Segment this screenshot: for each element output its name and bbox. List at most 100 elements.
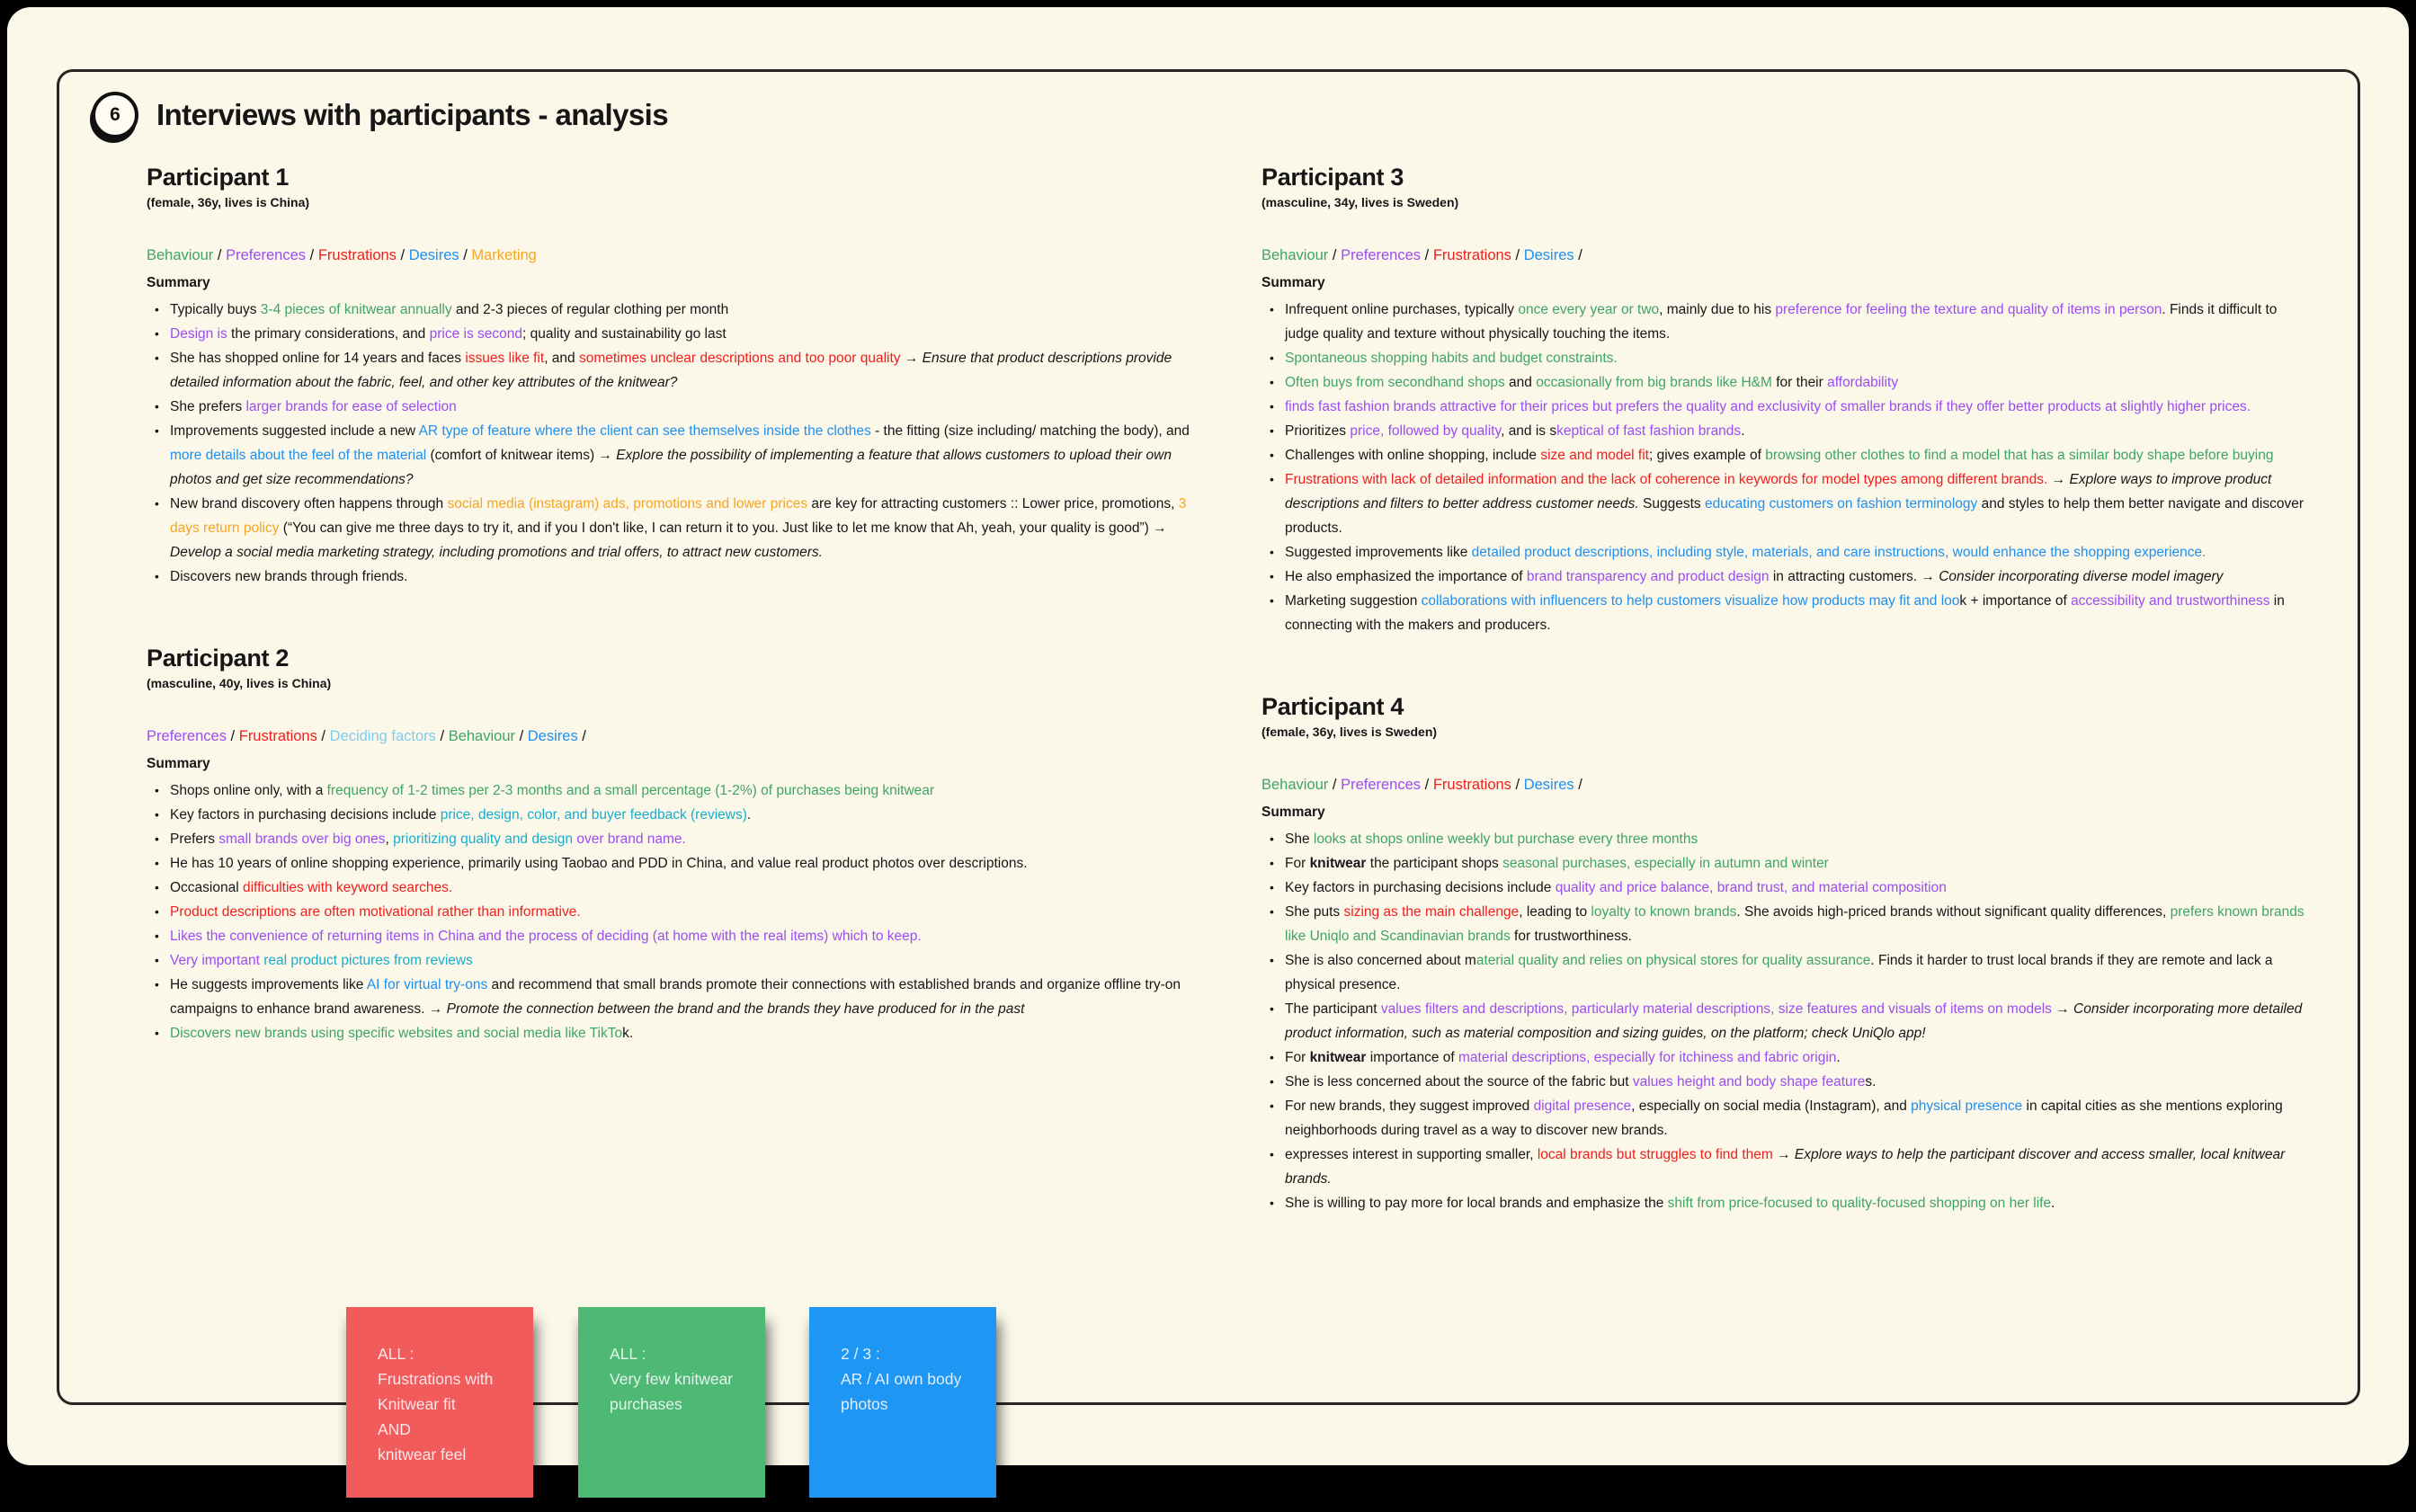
- text-segment: , and: [544, 350, 579, 366]
- text-segment: For: [1285, 1049, 1310, 1065]
- text-segment: Improvements suggested include a new: [170, 422, 419, 439]
- text-segment: keptical of fast fashion brands: [1556, 422, 1742, 439]
- sticky-note-line: ALL :: [610, 1345, 646, 1363]
- participants-columns: Participant 1 (female, 36y, lives is Chin…: [59, 144, 2358, 1215]
- text-segment: 3-4 pieces of knitwear annually: [260, 301, 452, 317]
- text-segment: detailed product descriptions, including…: [1471, 544, 2206, 560]
- sticky-note[interactable]: ALL : Frustrations with Knitwear fit AND kni…: [346, 1307, 533, 1498]
- text-segment: Prioritizes: [1285, 422, 1351, 439]
- sticky-note-line: ALL :: [378, 1345, 415, 1363]
- text-segment: brand transparency and product design: [1526, 568, 1770, 584]
- analysis-frame: 6 Interviews with participants - analysi…: [57, 69, 2360, 1405]
- board-canvas: 6 Interviews with participants - analysi…: [7, 7, 2409, 1465]
- text-segment: Likes the convenience of returning items…: [170, 928, 922, 944]
- text-segment: Frustrations with lack of detailed infor…: [1285, 471, 2048, 487]
- category-legend: Preferences / Frustrations / Deciding fa…: [147, 728, 1206, 746]
- text-segment: . Finds it harder to trust local brands …: [1285, 952, 2273, 992]
- text-segment: She is less concerned about the source o…: [1285, 1073, 1633, 1090]
- text-segment: prioritizing quality and design: [393, 831, 577, 847]
- bullet-item: expresses interest in supporting smaller…: [1270, 1143, 2305, 1191]
- text-segment: the participant shops: [1366, 855, 1503, 871]
- bullet-item: Frustrations with lack of detailed infor…: [1270, 467, 2305, 540]
- text-segment: , and is s: [1501, 422, 1557, 439]
- text-segment: /: [577, 727, 586, 744]
- text-segment: →: [2051, 1001, 2074, 1017]
- text-segment: She is also concerned about m: [1285, 952, 1476, 968]
- text-segment: .: [1836, 1049, 1841, 1065]
- bullet-item: Likes the convenience of returning items…: [155, 924, 1206, 948]
- text-segment: Explore the possibility of implementing …: [170, 447, 1172, 487]
- text-segment: Explore ways to help the participant dis…: [1285, 1146, 2286, 1187]
- text-segment: He has 10 years of online shopping exper…: [170, 855, 1028, 871]
- sticky-note-line: knitwear feel: [378, 1445, 467, 1463]
- bullet-item: She is also concerned about material qua…: [1270, 948, 2305, 997]
- text-segment: She has shopped online for 14 years and …: [170, 350, 466, 366]
- bullet-item: She is willing to pay more for local bra…: [1270, 1191, 2305, 1215]
- sticky-note-line: 2 / 3 :: [841, 1345, 880, 1363]
- text-segment: Key factors in purchasing decisions incl…: [1285, 879, 1556, 895]
- text-segment: She is willing to pay more for local bra…: [1285, 1195, 1668, 1211]
- text-segment: /: [1421, 776, 1433, 793]
- text-segment: Shops online only, with a: [170, 782, 327, 798]
- text-segment: Develop a social media marketing strateg…: [170, 544, 823, 560]
- text-segment: Design is: [170, 325, 227, 342]
- text-segment: in connecting with the makers and produc…: [1285, 592, 2285, 633]
- text-segment: digital presence: [1533, 1098, 1632, 1114]
- sticky-note-line: purchases: [610, 1395, 682, 1413]
- text-segment: loyalty to known brands: [1591, 903, 1737, 920]
- bullet-item: Discovers new brands through friends.: [155, 565, 1206, 589]
- bullet-item: New brand discovery often happens throug…: [155, 492, 1206, 565]
- text-segment: AI for virtual try-ons: [366, 976, 488, 992]
- text-segment: values filters and descriptions, particu…: [1380, 1001, 2052, 1017]
- text-segment: /: [1421, 247, 1433, 264]
- text-segment: accessibility and trustworthiness: [2071, 592, 2270, 609]
- summary-bullet-list: Typically buys 3-4 pieces of knitwear an…: [147, 298, 1206, 589]
- text-segment: looks at shops online weekly but purchas…: [1313, 831, 1698, 847]
- text-segment: k + importance of: [1959, 592, 2072, 609]
- sticky-note[interactable]: 2 / 3 : AR / AI own body photos: [809, 1307, 996, 1498]
- text-segment: Behaviour: [1261, 776, 1329, 793]
- text-segment: Desires: [527, 727, 578, 744]
- bullet-item: Challenges with online shopping, include…: [1270, 443, 2305, 467]
- text-segment: Occasional: [170, 879, 243, 895]
- bullet-item: Very important real product pictures fro…: [155, 948, 1206, 973]
- text-segment: physical presence: [1911, 1098, 2023, 1114]
- sticky-note[interactable]: ALL : Very few knitwear purchases: [578, 1307, 765, 1498]
- text-segment: Discovers new brands through friends.: [170, 568, 408, 584]
- bullet-item: For knitwear importance of material desc…: [1270, 1045, 2305, 1070]
- text-segment: 3 days return policy: [170, 495, 1187, 536]
- text-segment: social media (instagram) ads, promotions…: [447, 495, 808, 511]
- text-segment: local brands but struggles to find them: [1537, 1146, 1773, 1162]
- participant-section: Participant 2 (masculine, 40y, lives is C…: [147, 645, 1206, 1045]
- text-segment: educating customers on fashion terminolo…: [1704, 495, 1978, 511]
- text-segment: expresses interest in supporting smaller…: [1285, 1146, 1538, 1162]
- text-segment: /: [515, 727, 528, 744]
- text-segment: Deciding factors: [329, 727, 436, 744]
- text-segment: and styles to help them better navigate …: [1285, 495, 2305, 536]
- text-segment: For new brands, they suggest improved: [1285, 1098, 1534, 1114]
- column-left: Participant 1 (female, 36y, lives is Chin…: [147, 164, 1206, 1215]
- text-segment: He also emphasized the importance of: [1285, 568, 1527, 584]
- text-segment: frequency of 1-2 times per 2-3 months an…: [326, 782, 935, 798]
- step-number-badge: 6: [92, 92, 138, 138]
- text-segment: importance of: [1366, 1049, 1458, 1065]
- text-segment: Spontaneous shopping habits and budget c…: [1285, 350, 1618, 366]
- text-segment: Infrequent online purchases, typically: [1285, 301, 1519, 317]
- text-segment: once every year or two: [1518, 301, 1660, 317]
- bullet-item: She puts sizing as the main challenge, l…: [1270, 900, 2305, 948]
- sticky-note-line: AND: [378, 1420, 411, 1438]
- bullet-item: Prefers small brands over big ones, prio…: [155, 827, 1206, 851]
- summary-label: Summary: [1261, 274, 1325, 290]
- text-segment: She puts: [1285, 903, 1344, 920]
- text-segment: Frustrations: [317, 247, 397, 264]
- text-segment: /: [1574, 776, 1582, 793]
- text-segment: the primary considerations, and: [227, 325, 430, 342]
- text-segment: issues like fit: [465, 350, 545, 366]
- summary-label: Summary: [147, 274, 210, 290]
- text-segment: Preferences: [147, 727, 227, 744]
- participant-section: Participant 1 (female, 36y, lives is Chin…: [147, 164, 1206, 589]
- bullet-item: Often buys from secondhand shops and occ…: [1270, 370, 2305, 395]
- bullet-item: Product descriptions are often motivatio…: [155, 900, 1206, 924]
- bullet-item: For knitwear the participant shops seaso…: [1270, 851, 2305, 876]
- text-segment: .: [2051, 1195, 2055, 1211]
